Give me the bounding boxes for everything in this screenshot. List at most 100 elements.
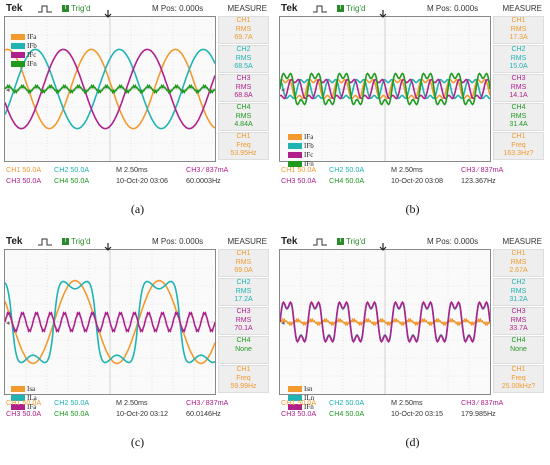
measure-block-4: CH4 None <box>493 336 544 364</box>
waveform-svg: ◂ <box>280 250 490 394</box>
scope-panel-d: Tek T Trig'd M Pos: 0.000s MEASURE ◂ Isn I… <box>275 233 550 465</box>
legend: IFa IFb IFc IFn <box>288 133 338 177</box>
legend-label: IFb <box>27 42 37 50</box>
waveform-plot: ◂ Isn ILn IFn <box>279 249 491 411</box>
legend-entry: IFn <box>288 403 338 412</box>
oscilloscope-screen: Tek T Trig'd M Pos: 0.000s MEASURE ◂ Isa I… <box>4 236 270 422</box>
waveform-plot: ◂ Isa ILa IFa <box>4 249 216 411</box>
waveform-svg: ◂ <box>5 17 215 161</box>
legend-entry: IFa <box>288 133 338 142</box>
scope-footer: CH1 50.0A CH2 50.0A M 2.50ms CH3 ⁄ 837mA… <box>279 163 545 189</box>
series-line-IFb <box>280 78 490 100</box>
date-time: 10-Oct-20 03:15 <box>391 409 443 418</box>
date-time: 10-Oct-20 03:12 <box>116 409 168 418</box>
brand-logo: Tek <box>281 3 298 14</box>
measure-block-5: CH1 Freq 59.99Hz <box>218 365 269 393</box>
series-line-IFn <box>280 300 490 344</box>
pulse-icon <box>313 5 327 13</box>
legend: IFa IFb IFc IFn <box>11 33 61 77</box>
legend-swatch <box>11 52 25 58</box>
trigger-frequency: 179.985Hz <box>461 409 496 418</box>
measure-block-2: CH2 RMS 68.5A <box>218 45 269 73</box>
legend-label: Isa <box>27 385 36 393</box>
ch3-scale: CH3 50.0A <box>281 176 317 185</box>
measure-heading: MEASURE <box>227 237 267 246</box>
measure-block-1: CH1 RMS 69.0A <box>218 249 269 277</box>
legend-entry: IFc <box>11 51 61 60</box>
trigger-icon: T <box>62 5 69 13</box>
position-readout: M Pos: 0.000s <box>427 4 479 13</box>
date-time: 10-Oct-20 03:06 <box>116 176 168 185</box>
legend-entry: IFb <box>11 42 61 51</box>
series-line-IFa <box>5 48 215 130</box>
measure-column: CH1 RMS 2.67A CH2 RMS 31.2A CH3 RMS 33.7A CH4 N… <box>492 249 545 395</box>
measure-block-2: CH2 RMS 15.0A <box>493 45 544 73</box>
oscilloscope-screen: Tek T Trig'd M Pos: 0.000s MEASURE ◂ IFa I… <box>279 3 545 189</box>
trigger-marker-icon <box>104 243 112 251</box>
trigger-status: Trig'd <box>71 4 91 13</box>
trigger-marker-icon <box>104 10 112 18</box>
legend-entry: IFn <box>288 160 338 169</box>
measure-block-1: CH1 RMS 2.67A <box>493 249 544 277</box>
measure-heading: MEASURE <box>502 4 542 13</box>
trigger-frequency: 60.0146Hz <box>186 409 221 418</box>
series-line-IFc <box>280 78 490 100</box>
pulse-icon <box>38 5 52 13</box>
measure-block-3: CH3 RMS 70.1A <box>218 307 269 335</box>
legend-label: IFn <box>304 403 314 411</box>
ch2-scale: CH2 50.0A <box>54 165 90 174</box>
brand-logo: Tek <box>6 236 23 247</box>
legend-label: IFb <box>304 142 314 150</box>
legend-entry: IFa <box>11 403 61 412</box>
legend-entry: IFa <box>11 33 61 42</box>
trigger-marker-icon <box>379 243 387 251</box>
legend-label: ILn <box>304 394 315 402</box>
ch3-scale: CH3 50.0A <box>6 409 42 418</box>
scope-footer: CH1 50.0A CH2 50.0A M 2.50ms CH3 ⁄ 837mA… <box>4 163 270 189</box>
series-line-IFn <box>5 83 215 95</box>
measure-column: CH1 RMS 69.0A CH2 RMS 17.2A CH3 RMS 70.1A CH4 N… <box>217 249 270 395</box>
legend-swatch <box>11 61 25 67</box>
legend-swatch <box>288 152 302 158</box>
ch4-scale: CH4 50.0A <box>329 176 365 185</box>
legend-entry: IFb <box>288 142 338 151</box>
ch2-scale: CH2 50.0A <box>54 398 90 407</box>
legend-swatch <box>288 386 302 392</box>
measure-block-5: CH1 Freq 25.00kHz? <box>493 365 544 393</box>
scope-header: Tek T Trig'd M Pos: 0.000s MEASURE <box>279 236 545 248</box>
waveform-svg: ◂ <box>5 250 215 394</box>
scope-panel-b: Tek T Trig'd M Pos: 0.000s MEASURE ◂ IFa I… <box>275 0 550 232</box>
legend-entry: IFc <box>288 151 338 160</box>
ch1-scale: CH1 50.0A <box>281 165 317 174</box>
ch4-scale: CH4 50.0A <box>54 409 90 418</box>
legend-label: IFa <box>304 133 314 141</box>
trigger-icon: T <box>337 5 344 13</box>
measure-block-5: CH1 Freq 53.95Hz <box>218 132 269 160</box>
legend-swatch <box>288 404 302 410</box>
legend-swatch <box>11 395 25 401</box>
legend: Isa ILa IFa <box>11 385 61 429</box>
measure-column: CH1 RMS 69.7A CH2 RMS 68.5A CH3 RMS 68.8A CH4 R… <box>217 16 270 162</box>
measure-block-3: CH3 RMS 68.8A <box>218 74 269 102</box>
legend-entry: ILa <box>11 394 61 403</box>
legend-entry: Isa <box>11 385 61 394</box>
ground-marker: ◂ <box>281 320 285 327</box>
ch4-scale: CH4 50.0A <box>329 409 365 418</box>
scope-panel-c: Tek T Trig'd M Pos: 0.000s MEASURE ◂ Isa I… <box>0 233 275 465</box>
waveform-plot: ◂ IFa IFb IFc IFn <box>4 16 216 162</box>
oscilloscope-screen: Tek T Trig'd M Pos: 0.000s MEASURE ◂ Isn I… <box>279 236 545 422</box>
series-line-IFb <box>5 48 215 130</box>
scope-footer: CH1 50.0A CH2 50.0A M 2.50ms CH3 ⁄ 837mA… <box>279 396 545 422</box>
scope-panel-a: Tek T Trig'd M Pos: 0.000s MEASURE ◂ IFa I… <box>0 0 275 232</box>
ground-marker: ◂ <box>281 87 285 94</box>
legend-swatch <box>11 404 25 410</box>
legend-swatch <box>288 143 302 149</box>
oscilloscope-screen: Tek T Trig'd M Pos: 0.000s MEASURE ◂ IFa I… <box>4 3 270 189</box>
legend-label: ILa <box>27 394 37 402</box>
waveform-plot: ◂ IFa IFb IFc IFn <box>279 16 491 168</box>
legend: Isn ILn IFn <box>288 385 338 429</box>
trigger-marker-icon <box>379 10 387 18</box>
measure-block-3: CH3 RMS 33.7A <box>493 307 544 335</box>
trigger-frequency: 60.0003Hz <box>186 176 221 185</box>
measure-block-4: CH4 RMS 31.4A <box>493 103 544 131</box>
